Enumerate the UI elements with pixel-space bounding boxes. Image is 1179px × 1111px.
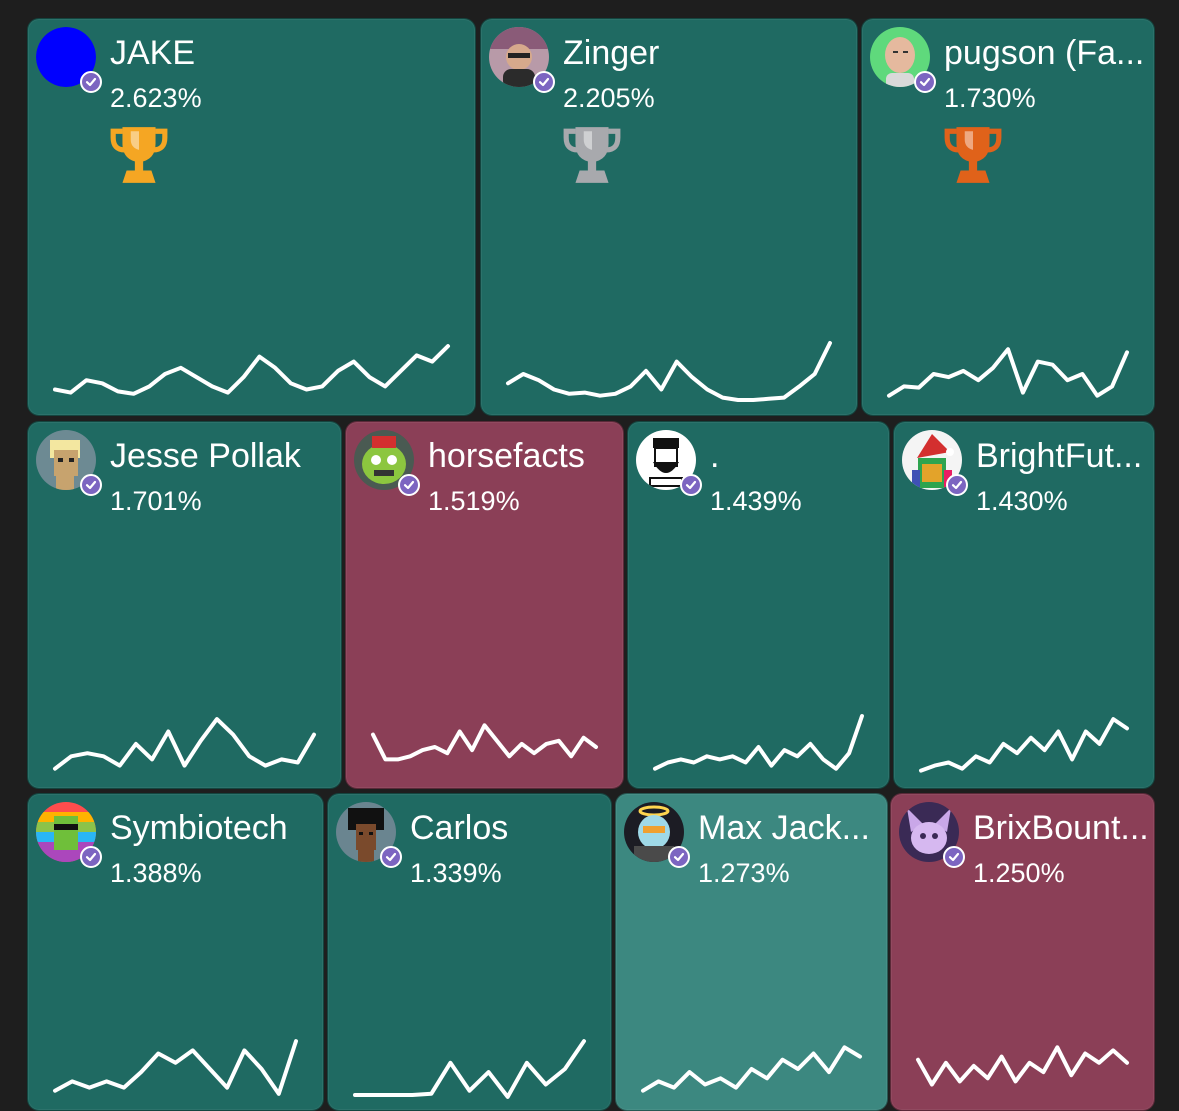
afro-punk-avatar (336, 802, 396, 862)
sparkline-path (887, 347, 1129, 398)
tile-2[interactable]: Zinger 2.205% (480, 18, 858, 416)
sparkline (653, 714, 864, 771)
percent-value: 1.250% (973, 858, 1065, 888)
sparkline-path (53, 1039, 298, 1096)
halo-skull-avatar (624, 802, 684, 862)
sparkline-path (53, 344, 450, 396)
user-name: Symbiotech (110, 809, 288, 847)
tile-8[interactable]: Symbiotech 1.388% (27, 793, 324, 1111)
user-name: horsefacts (428, 437, 585, 475)
purple-creature-avatar (899, 802, 959, 862)
sparkline (371, 723, 598, 762)
percent-value: 1.439% (710, 486, 802, 516)
user-name: Zinger (563, 34, 660, 72)
sparkline-path (506, 341, 832, 402)
sparkline (919, 717, 1129, 773)
user-name: Carlos (410, 809, 509, 847)
sparkline-path (641, 1045, 862, 1093)
percent-value: 1.339% (410, 858, 502, 888)
tile-3[interactable]: pugson (Fa... 1.730% (861, 18, 1155, 416)
green-monster-avatar (354, 430, 414, 490)
bearded-man-sketch-avatar (636, 430, 696, 490)
user-name: BrixBount... (973, 809, 1149, 847)
percent-value: 2.205% (563, 83, 655, 113)
verified-badge-icon (80, 71, 102, 93)
tile-6[interactable]: . 1.439% (627, 421, 890, 789)
percent-value: 2.623% (110, 83, 202, 113)
gold-trophy-icon (108, 123, 170, 190)
user-name: . (710, 437, 720, 475)
bald-man-avatar (870, 27, 930, 87)
user-name: Max Jack... (698, 809, 870, 847)
user-name: JAKE (110, 34, 196, 72)
verified-badge-icon (680, 474, 702, 496)
sparkline-path (371, 723, 598, 762)
sparkline (916, 1045, 1129, 1087)
user-name: Jesse Pollak (110, 437, 301, 475)
verified-badge-icon (80, 846, 102, 868)
tile-7[interactable]: BrightFut... 1.430% (893, 421, 1155, 789)
sparkline (506, 341, 832, 402)
blue-circle-avatar (36, 27, 96, 87)
sparkline-path (653, 714, 864, 771)
percent-value: 1.273% (698, 858, 790, 888)
silver-trophy-icon (561, 123, 623, 190)
percent-value: 1.430% (976, 486, 1068, 516)
sparkline-path (353, 1039, 586, 1099)
tile-9[interactable]: Carlos 1.339% (327, 793, 612, 1111)
sparkline (887, 347, 1129, 398)
sparkline-path (919, 717, 1129, 773)
verified-badge-icon (946, 474, 968, 496)
tile-5[interactable]: horsefacts 1.519% (345, 421, 624, 789)
sparkline (53, 1039, 298, 1096)
bronze-trophy-icon (942, 123, 1004, 190)
user-name: pugson (Fa... (944, 34, 1145, 72)
user-name: BrightFut... (976, 437, 1143, 475)
sparkline (53, 344, 450, 396)
tile-11[interactable]: BrixBount... 1.250% (890, 793, 1155, 1111)
verified-badge-icon (533, 71, 555, 93)
tile-4[interactable]: Jesse Pollak 1.701% (27, 421, 342, 789)
verified-badge-icon (914, 71, 936, 93)
sparkline (53, 717, 316, 771)
verified-badge-icon (380, 846, 402, 868)
sparkline (641, 1045, 862, 1093)
sparkline (353, 1039, 586, 1099)
percent-value: 1.730% (944, 83, 1036, 113)
verified-badge-icon (398, 474, 420, 496)
man-photo-avatar (489, 27, 549, 87)
percent-value: 1.701% (110, 486, 202, 516)
verified-badge-icon (80, 474, 102, 496)
percent-value: 1.388% (110, 858, 202, 888)
verified-badge-icon (943, 846, 965, 868)
sparkline-path (916, 1045, 1129, 1087)
sparkline-path (53, 717, 316, 771)
percent-value: 1.519% (428, 486, 520, 516)
verified-badge-icon (668, 846, 690, 868)
tile-10[interactable]: Max Jack... 1.273% (615, 793, 888, 1111)
tile-1[interactable]: JAKE 2.623% (27, 18, 476, 416)
